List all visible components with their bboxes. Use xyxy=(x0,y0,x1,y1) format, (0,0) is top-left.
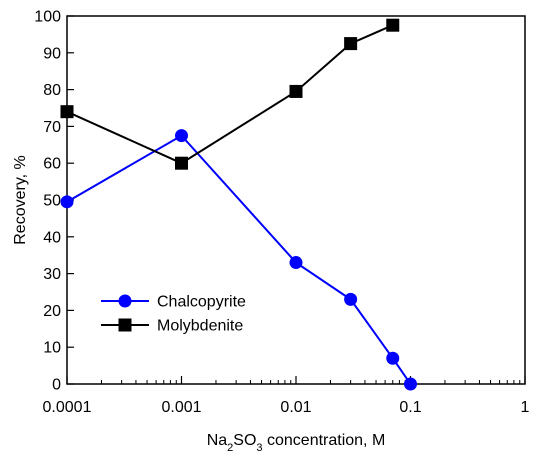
chalcopyrite-point xyxy=(386,351,400,365)
y-axis-label: Recovery, % xyxy=(12,155,29,245)
y-tick-label: 60 xyxy=(43,156,61,173)
y-tick-label: 30 xyxy=(43,266,61,283)
legend-item-chalcopyrite: Chalcopyrite xyxy=(101,294,246,311)
series-chalcopyrite xyxy=(60,129,417,391)
molybdenite-point xyxy=(289,84,303,98)
y-tick-label: 0 xyxy=(52,377,61,394)
y-tick-label: 80 xyxy=(43,82,61,99)
molybdenite-point xyxy=(386,18,400,32)
chalcopyrite-point xyxy=(344,292,358,306)
y-tick-label: 10 xyxy=(43,340,61,357)
x-tick-label: 0.01 xyxy=(280,399,311,416)
y-tick-label: 20 xyxy=(43,303,61,320)
x-axis-label-mid: SO xyxy=(233,432,256,449)
chalcopyrite-point xyxy=(404,377,417,391)
legend: Chalcopyrite Molybdenite xyxy=(101,294,246,335)
chalcopyrite-line xyxy=(66,134,412,385)
y-tick-label: 50 xyxy=(43,193,61,210)
y-tick-label: 100 xyxy=(34,9,61,26)
x-tick-label: 0.001 xyxy=(161,399,201,416)
x-tick-label: 0.1 xyxy=(399,399,421,416)
legend-label: Chalcopyrite xyxy=(157,294,246,311)
series-layer xyxy=(60,18,417,391)
plot-frame xyxy=(66,15,526,385)
y-major-ticks: 0 10 20 30 40 50 60 70 80 90 100 xyxy=(34,9,74,394)
chalcopyrite-point xyxy=(289,256,303,270)
legend-marker xyxy=(118,318,132,332)
chalcopyrite-point xyxy=(60,195,74,209)
legend-label: Molybdenite xyxy=(157,318,243,335)
x-tick-label: 1 xyxy=(521,399,530,416)
y-tick-label: 70 xyxy=(43,119,61,136)
molybdenite-line xyxy=(66,24,394,165)
y-tick-label: 40 xyxy=(43,229,61,246)
legend-marker xyxy=(118,294,132,308)
legend-item-molybdenite: Molybdenite xyxy=(101,318,243,335)
series-molybdenite xyxy=(60,18,400,170)
chalcopyrite-point xyxy=(175,129,188,143)
y-tick-label: 90 xyxy=(43,45,61,62)
x-axis-label-prefix: Na xyxy=(207,432,228,449)
x-axis-label: Na2SO3 concentration, M xyxy=(207,432,386,454)
x-minor-ticks xyxy=(100,380,521,384)
molybdenite-point xyxy=(175,156,188,170)
x-major-ticks: 0.0001 0.001 0.01 0.1 1 xyxy=(43,376,530,416)
molybdenite-point xyxy=(60,105,74,119)
x-axis-label-sub1: 2 xyxy=(227,442,233,454)
x-axis-label-suffix: concentration, M xyxy=(263,432,386,449)
x-axis-label-sub2: 3 xyxy=(256,442,262,454)
molybdenite-point xyxy=(344,37,358,51)
x-tick-label: 0.0001 xyxy=(43,399,92,416)
